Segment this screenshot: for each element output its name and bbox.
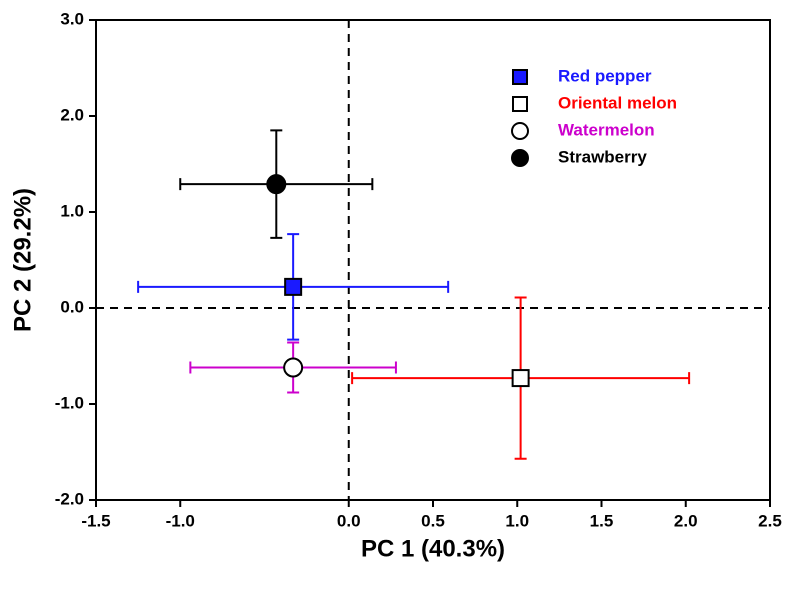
legend-marker xyxy=(512,69,528,85)
x-tick-label: 1.0 xyxy=(505,511,529,530)
point xyxy=(511,369,530,388)
x-tick-label: 0.0 xyxy=(337,511,361,530)
legend-marker xyxy=(511,122,529,140)
x-tick-label: 2.0 xyxy=(674,511,698,530)
y-tick-label: 1.0 xyxy=(60,201,84,220)
x-tick-label: 1.5 xyxy=(590,511,614,530)
legend-marker xyxy=(511,149,529,167)
legend-label: Watermelon xyxy=(558,120,655,139)
point xyxy=(284,277,303,296)
x-tick-label: -1.0 xyxy=(166,511,195,530)
legend-marker xyxy=(512,96,528,112)
x-tick-label: 0.5 xyxy=(421,511,445,530)
legend-label: Strawberry xyxy=(558,147,647,166)
x-axis-label: PC 1 (40.3%) xyxy=(361,535,505,562)
x-tick-label: -1.5 xyxy=(81,511,110,530)
point xyxy=(283,357,304,378)
y-tick-label: 3.0 xyxy=(60,9,84,28)
y-tick-label: 0.0 xyxy=(60,297,84,316)
y-tick-label: 2.0 xyxy=(60,105,84,124)
y-tick-label: -1.0 xyxy=(55,393,84,412)
legend-label: Oriental melon xyxy=(558,93,677,112)
plot-frame xyxy=(95,19,771,501)
y-axis-label: PC 2 (29.2%) xyxy=(9,188,36,332)
legend-label: Red pepper xyxy=(558,66,652,85)
y-tick-label: -2.0 xyxy=(55,489,84,508)
x-tick-label: 2.5 xyxy=(758,511,782,530)
point xyxy=(266,174,287,195)
